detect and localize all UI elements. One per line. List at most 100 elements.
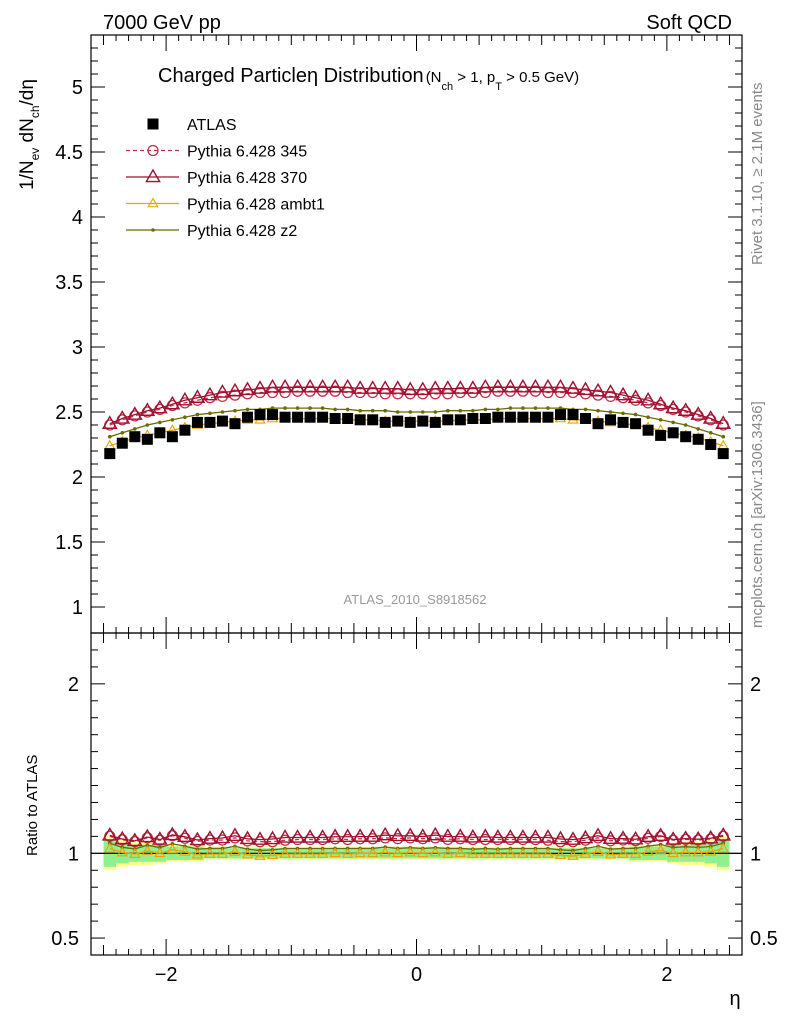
series-line-z2 (109, 407, 724, 438)
y-tick-label: 5 (72, 77, 83, 99)
ambt1-point (266, 849, 279, 860)
p370-point (377, 826, 394, 841)
series-p370 (101, 378, 732, 847)
p370-point (590, 827, 606, 841)
p370-point (352, 380, 369, 394)
p370-point (602, 384, 619, 398)
z2-point (408, 410, 413, 414)
atlas-point (592, 418, 604, 430)
atlas-point (617, 416, 629, 428)
p370-point (339, 378, 356, 393)
p370-point (145, 168, 161, 183)
atlas-point (141, 433, 153, 445)
ambt1-point (316, 847, 329, 858)
p345-point (147, 144, 159, 157)
z2-point (471, 408, 475, 413)
atlas-point (529, 411, 541, 423)
p370-point (227, 827, 243, 841)
ylabel-sub2: ch (28, 105, 42, 118)
atlas-point (429, 416, 441, 428)
ambt1-point (654, 844, 667, 855)
legend-label: ATLAS (187, 117, 237, 134)
p370-point (327, 378, 343, 393)
z2-point (383, 408, 388, 413)
ambt1-point (141, 844, 154, 855)
ambt1-point (517, 847, 529, 858)
z2-point (295, 406, 300, 410)
y-tick-label: 1 (72, 597, 83, 619)
ratio-y-tick-label: 0.5 (51, 928, 79, 950)
p370-point (527, 378, 544, 393)
p370-point (690, 830, 707, 845)
p370-point (239, 381, 256, 396)
z2-point (270, 406, 275, 410)
p370-point (139, 828, 156, 843)
legend-label: Pythia 6.428 ambt1 (187, 197, 325, 214)
bottom-panel-frame (90, 632, 743, 956)
z2-point (646, 415, 650, 420)
p370-point (577, 381, 594, 396)
z2-point (358, 408, 362, 413)
p370-point (189, 389, 206, 403)
z2-point (708, 431, 713, 435)
p370-point (289, 829, 306, 843)
z2-point (308, 406, 312, 410)
ambt1-point (417, 847, 429, 858)
data-series (101, 378, 732, 860)
z2-point (395, 410, 400, 414)
z2-point (683, 423, 688, 427)
rivet-label: Rivet 3.1.10, ≥ 2.1M events (749, 83, 766, 266)
p370-point (227, 382, 243, 397)
series-atlas (104, 409, 729, 460)
p370-point (615, 386, 631, 401)
z2-point (696, 427, 700, 431)
z2-point (107, 434, 112, 439)
z2-point (496, 407, 500, 412)
p370-point (452, 828, 469, 842)
ambt1-point (467, 847, 479, 858)
atlas-point (379, 416, 391, 428)
p370-point (640, 828, 656, 843)
atlas-point (442, 414, 454, 426)
ambt1-point (629, 847, 642, 858)
atlas-point (630, 418, 642, 430)
p370-point (615, 830, 631, 844)
ambt1-point (504, 847, 517, 858)
atlas-point (467, 413, 479, 424)
atlas-point (279, 411, 291, 423)
z2-point (320, 406, 325, 410)
ambt1-point (529, 847, 542, 858)
ambt1-point (567, 849, 579, 860)
p370-point (565, 831, 581, 845)
atlas-point (329, 413, 341, 424)
ratio-y-tick-label: 2 (68, 674, 79, 696)
ambt1-point (354, 847, 366, 858)
x-tick-label: 0 (411, 964, 422, 986)
ambt1-point (229, 845, 241, 856)
atlas-point (492, 411, 504, 423)
p370-point (389, 380, 406, 394)
atlas-point (517, 411, 529, 423)
y-tick-label: 1.5 (55, 532, 83, 554)
legend-label: Pythia 6.428 370 (187, 170, 307, 187)
header-right: Soft QCD (646, 12, 732, 34)
atlas-point (692, 433, 704, 445)
p370-point (427, 380, 444, 394)
p370-point (314, 829, 331, 843)
ambt1-point (667, 847, 679, 858)
p370-point (177, 391, 193, 406)
y-tick-label: 4 (72, 207, 83, 229)
atlas-point (367, 414, 379, 426)
p370-point (252, 380, 268, 394)
p370-point (690, 406, 707, 420)
chart-title: Charged Particleη Distribution (Nch > 1, … (158, 65, 579, 93)
atlas-point (642, 424, 654, 436)
p370-point (439, 828, 456, 842)
p370-point (540, 829, 556, 843)
z2-point (333, 407, 337, 412)
atlas-point (166, 431, 178, 443)
atlas-point (605, 414, 617, 426)
z2-point (596, 408, 600, 413)
ambt1-point (679, 846, 692, 857)
